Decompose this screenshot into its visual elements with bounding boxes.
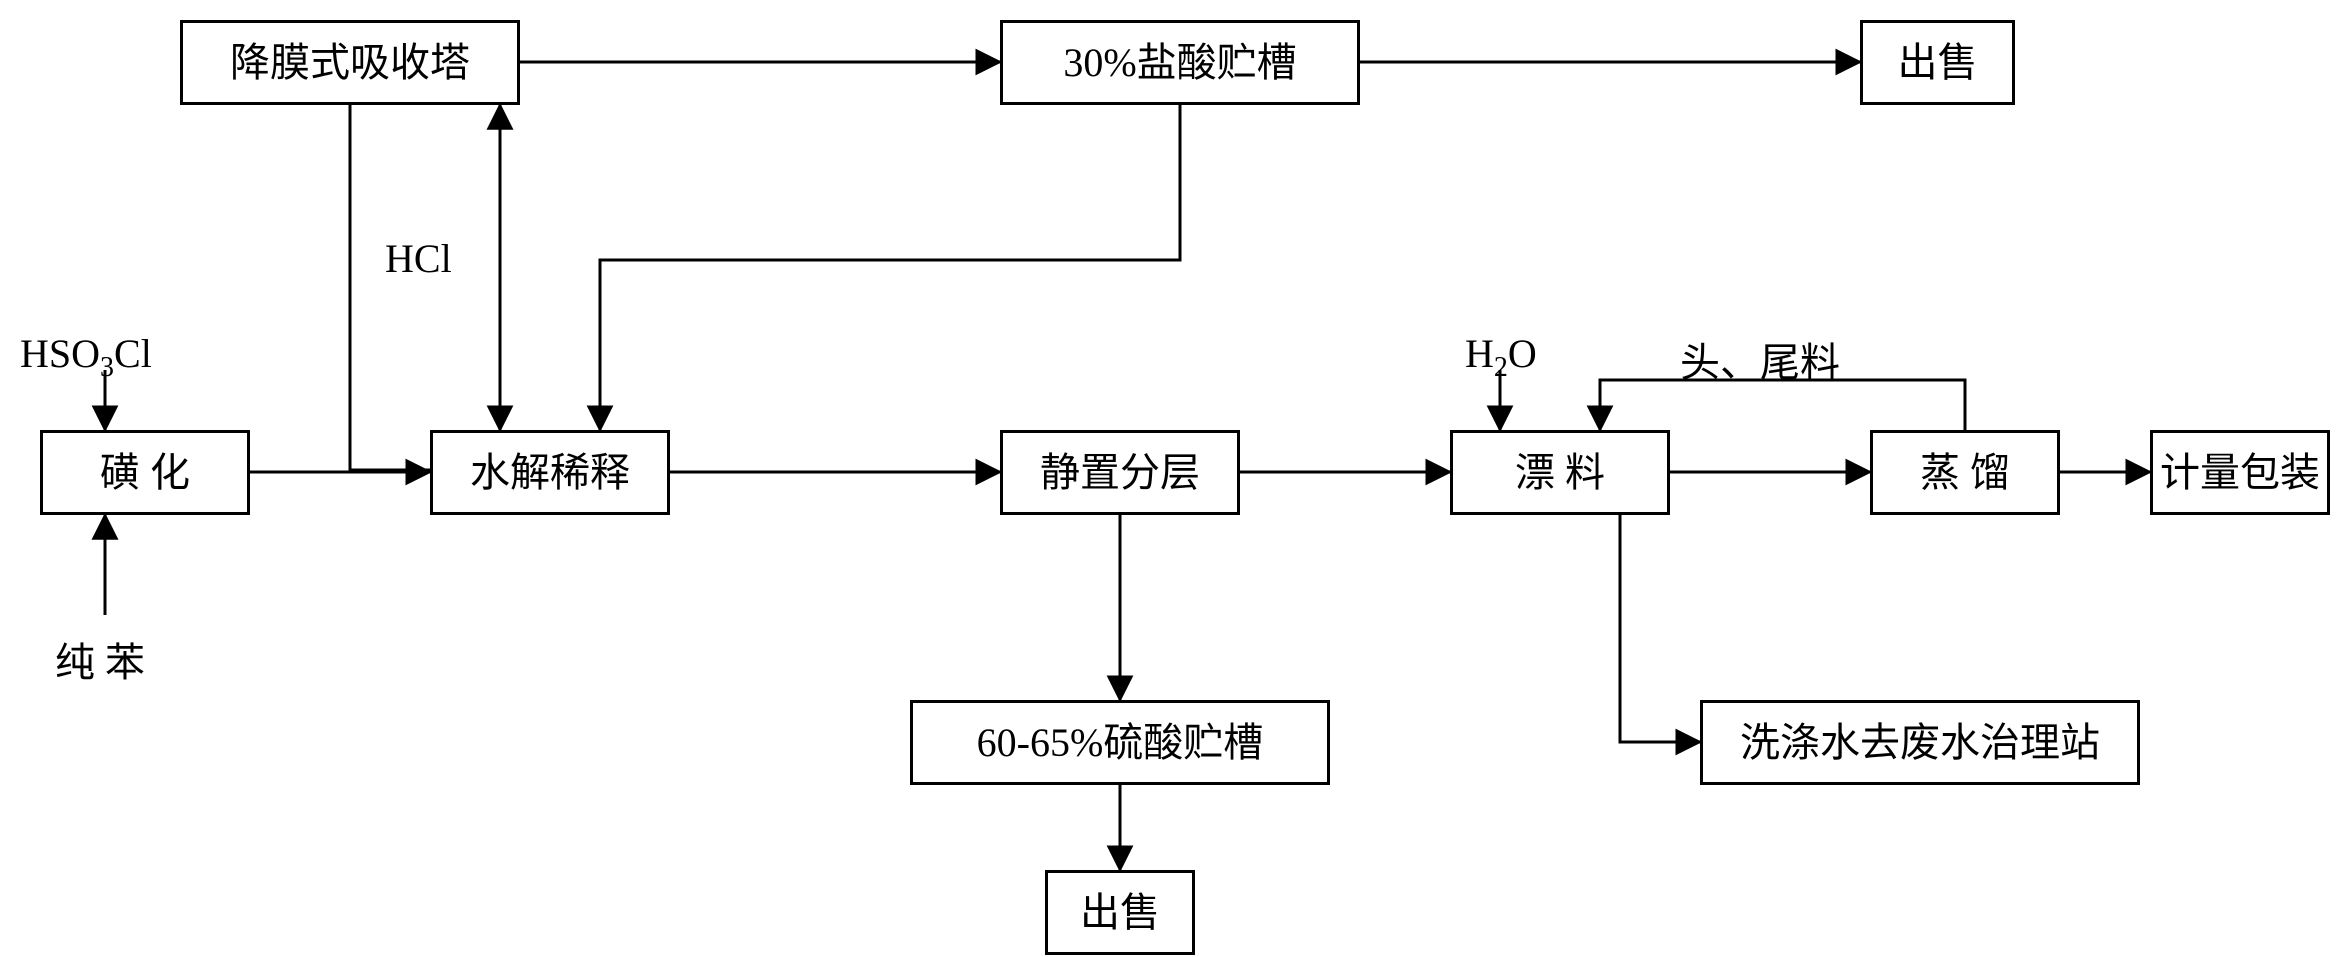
edge	[1620, 515, 1700, 742]
node-settle: 静置分层	[1000, 430, 1240, 515]
node-hcl-tank: 30%盐酸贮槽	[1000, 20, 1360, 105]
label-h2o: H2O	[1465, 330, 1537, 384]
node-sell-1: 出售	[1860, 20, 2015, 105]
edge	[350, 105, 430, 470]
node-label: 计量包装	[2160, 451, 2320, 495]
label-hcl: HCl	[385, 235, 452, 282]
label-head-tail: 头、尾料	[1680, 330, 1840, 388]
node-sulfonation: 磺 化	[40, 430, 250, 515]
edge	[600, 105, 1180, 430]
node-distill: 蒸 馏	[1870, 430, 2060, 515]
node-label: 漂 料	[1515, 451, 1605, 495]
node-label: 洗涤水去废水治理站	[1740, 721, 2100, 765]
node-sell-2: 出售	[1045, 870, 1195, 955]
node-label: 降膜式吸收塔	[230, 41, 470, 85]
node-absorber: 降膜式吸收塔	[180, 20, 520, 105]
node-label: 出售	[1898, 41, 1978, 85]
node-label: 静置分层	[1040, 451, 1200, 495]
node-label: 蒸 馏	[1920, 451, 2010, 495]
node-wastewater: 洗涤水去废水治理站	[1700, 700, 2140, 785]
node-label: 60-65%硫酸贮槽	[977, 721, 1264, 765]
node-label: 出售	[1080, 891, 1160, 935]
node-hydrolysis: 水解稀释	[430, 430, 670, 515]
node-packaging: 计量包装	[2150, 430, 2330, 515]
node-label: 30%盐酸贮槽	[1063, 41, 1296, 85]
flowchart-canvas: 降膜式吸收塔 30%盐酸贮槽 出售 磺 化 水解稀释 静置分层 漂 料 蒸 馏 …	[0, 0, 2350, 957]
label-hso3cl: HSO3Cl	[20, 330, 152, 384]
node-h2so4-tank: 60-65%硫酸贮槽	[910, 700, 1330, 785]
node-rinse: 漂 料	[1450, 430, 1670, 515]
node-label: 水解稀释	[470, 451, 630, 495]
label-benzene: 纯 苯	[55, 630, 145, 688]
node-label: 磺 化	[100, 451, 190, 495]
